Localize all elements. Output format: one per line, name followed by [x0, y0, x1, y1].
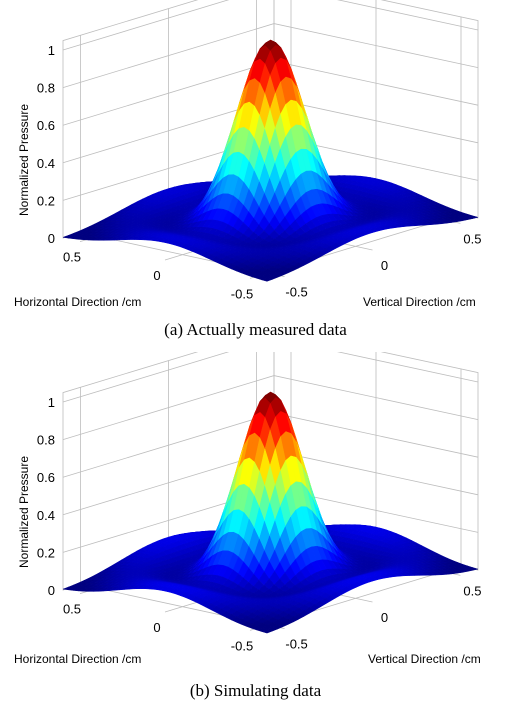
z-tick-labels: 0 0.2 0.4 0.6 0.8 1: [37, 395, 55, 598]
z-grid-line: [62, 23, 479, 88]
x-axis-label: Horizontal Direction /cm: [14, 652, 141, 666]
y-axis-label: Vertical Direction /cm: [363, 295, 476, 309]
vertical-tick-label: 0.5: [463, 231, 481, 246]
z-tick-label: 0.8: [37, 81, 55, 96]
z-grid-line: [62, 352, 479, 403]
vertical-tick-label: 0: [381, 258, 388, 273]
vertical-tick-label: -0.5: [285, 285, 307, 300]
x-axis-label: Horizontal Direction /cm: [14, 295, 141, 309]
z-tick-label: 0.6: [37, 118, 55, 133]
z-tick-labels: 0 0.2 0.4 0.6 0.8 1: [37, 43, 55, 246]
surface-patch: [261, 277, 274, 282]
caption-b: (b) Simulating data: [189, 681, 322, 700]
z-tick-label: 0: [48, 231, 55, 246]
horizontal-tick-label: -0.5: [231, 286, 253, 301]
vertical-tick-label: -0.5: [285, 637, 307, 652]
horizontal-tick-labels: 0.5 0 -0.5: [63, 602, 253, 654]
surface-plot-measured: 0 0.2 0.4 0.6 0.8 1 0.5 0 -0.5 -0.5 0 0.5 Normali…: [0, 0, 511, 318]
horizontal-tick-label: 0.5: [63, 602, 81, 617]
y-axis-label: Vertical Direction /cm: [368, 652, 481, 666]
horizontal-tick-label: -0.5: [231, 638, 253, 653]
surface-plot-svg: 0 0.2 0.4 0.6 0.8 1 0.5 0 -0.5 -0.5 0 0.5 Normali…: [14, 0, 481, 309]
z-tick-label: 1: [48, 395, 55, 410]
horizontal-tick-labels: 0.5 0 -0.5: [63, 250, 253, 302]
z-grid-line: [62, 0, 479, 51]
surface-plot-svg: 0 0.2 0.4 0.6 0.8 1 0.5 0 -0.5 -0.5 0 0.5 Normali…: [14, 352, 481, 666]
z-axis-label: Normalized Pressure: [17, 104, 31, 216]
vertical-tick-labels: -0.5 0 0.5: [285, 231, 481, 299]
vertical-tick-label: 0.5: [463, 583, 481, 598]
z-tick-label: 0.4: [37, 508, 55, 523]
vertical-tick-labels: -0.5 0 0.5: [285, 583, 481, 651]
z-tick-label: 0.4: [37, 156, 55, 171]
z-grid-line: [62, 375, 479, 440]
horizontal-tick-label: 0: [153, 268, 160, 283]
pressure-surface: [62, 39, 479, 282]
z-tick-label: 1: [48, 43, 55, 58]
surface-patch: [261, 629, 274, 634]
z-tick-label: 0.2: [37, 193, 55, 208]
z-tick-label: 0.2: [37, 545, 55, 560]
pressure-surface: [62, 391, 479, 634]
vertical-tick-label: 0: [381, 610, 388, 625]
z-axis-label: Normalized Pressure: [17, 456, 31, 568]
z-tick-label: 0: [48, 583, 55, 598]
z-tick-label: 0.8: [37, 433, 55, 448]
surface-plot-simulated: 0 0.2 0.4 0.6 0.8 1 0.5 0 -0.5 -0.5 0 0.5 Normali…: [0, 352, 511, 670]
horizontal-tick-label: 0.5: [63, 250, 81, 265]
horizontal-tick-label: 0: [153, 620, 160, 635]
z-tick-label: 0.6: [37, 470, 55, 485]
caption-a: (a) Actually measured data: [164, 320, 347, 339]
